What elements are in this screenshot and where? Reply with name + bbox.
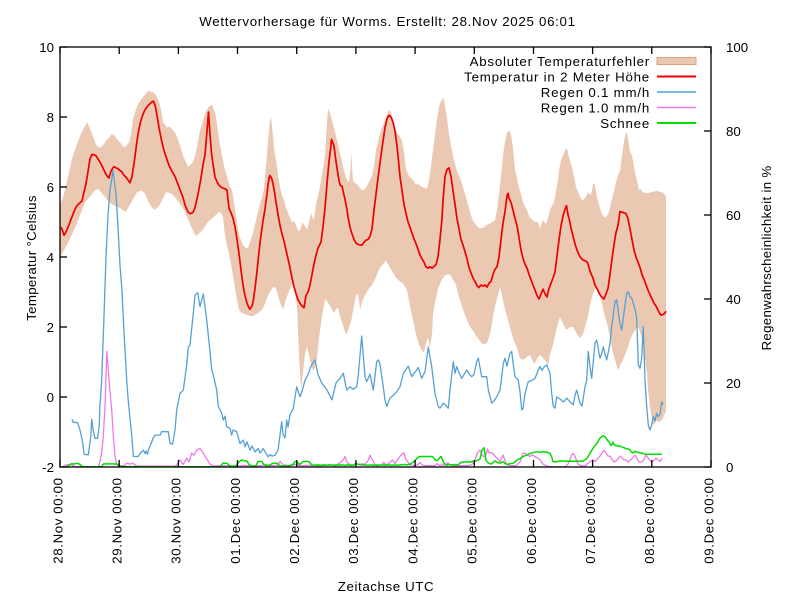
svg-text:6: 6 <box>47 180 54 195</box>
svg-text:0: 0 <box>726 460 733 475</box>
svg-text:100: 100 <box>726 40 748 55</box>
svg-text:30.Nov 00:00: 30.Nov 00:00 <box>169 477 184 563</box>
svg-text:Zeitachse UTC: Zeitachse UTC <box>338 579 434 594</box>
svg-text:40: 40 <box>726 292 741 307</box>
svg-text:04.Dec 00:00: 04.Dec 00:00 <box>405 477 420 563</box>
svg-text:Wettervorhersage für Worms. Er: Wettervorhersage für Worms. Erstellt: 28… <box>199 14 576 29</box>
svg-text:Temperatur in 2 Meter Höhe: Temperatur in 2 Meter Höhe <box>464 69 650 84</box>
svg-text:60: 60 <box>726 208 741 223</box>
svg-text:8: 8 <box>47 110 54 125</box>
svg-text:29.Nov 00:00: 29.Nov 00:00 <box>110 477 125 563</box>
svg-text:06.Dec 00:00: 06.Dec 00:00 <box>524 477 539 563</box>
svg-text:Schnee: Schnee <box>600 116 650 131</box>
svg-text:80: 80 <box>726 124 741 139</box>
svg-text:Temperatur °Celsius: Temperatur °Celsius <box>24 195 39 321</box>
svg-text:01.Dec 00:00: 01.Dec 00:00 <box>228 477 243 563</box>
svg-text:05.Dec 00:00: 05.Dec 00:00 <box>465 477 480 563</box>
svg-text:4: 4 <box>47 250 54 265</box>
svg-text:02.Dec 00:00: 02.Dec 00:00 <box>287 477 302 563</box>
svg-text:28.Nov 00:00: 28.Nov 00:00 <box>50 477 65 563</box>
svg-text:09.Dec 00:00: 09.Dec 00:00 <box>701 477 716 563</box>
svg-text:03.Dec 00:00: 03.Dec 00:00 <box>346 477 361 563</box>
svg-text:Regen 1.0 mm/h: Regen 1.0 mm/h <box>541 100 650 115</box>
svg-text:Absoluter Temperaturfehler: Absoluter Temperaturfehler <box>470 54 650 69</box>
svg-text:10: 10 <box>39 40 54 55</box>
svg-text:2: 2 <box>47 320 54 335</box>
svg-text:08.Dec 00:00: 08.Dec 00:00 <box>642 477 657 563</box>
svg-text:Regen 0.1 mm/h: Regen 0.1 mm/h <box>541 85 650 100</box>
svg-text:0: 0 <box>47 390 54 405</box>
svg-text:20: 20 <box>726 376 741 391</box>
svg-text:Regenwahrscheinlichkeit in %: Regenwahrscheinlichkeit in % <box>759 165 774 350</box>
svg-text:07.Dec 00:00: 07.Dec 00:00 <box>583 477 598 563</box>
svg-text:-2: -2 <box>42 460 54 475</box>
